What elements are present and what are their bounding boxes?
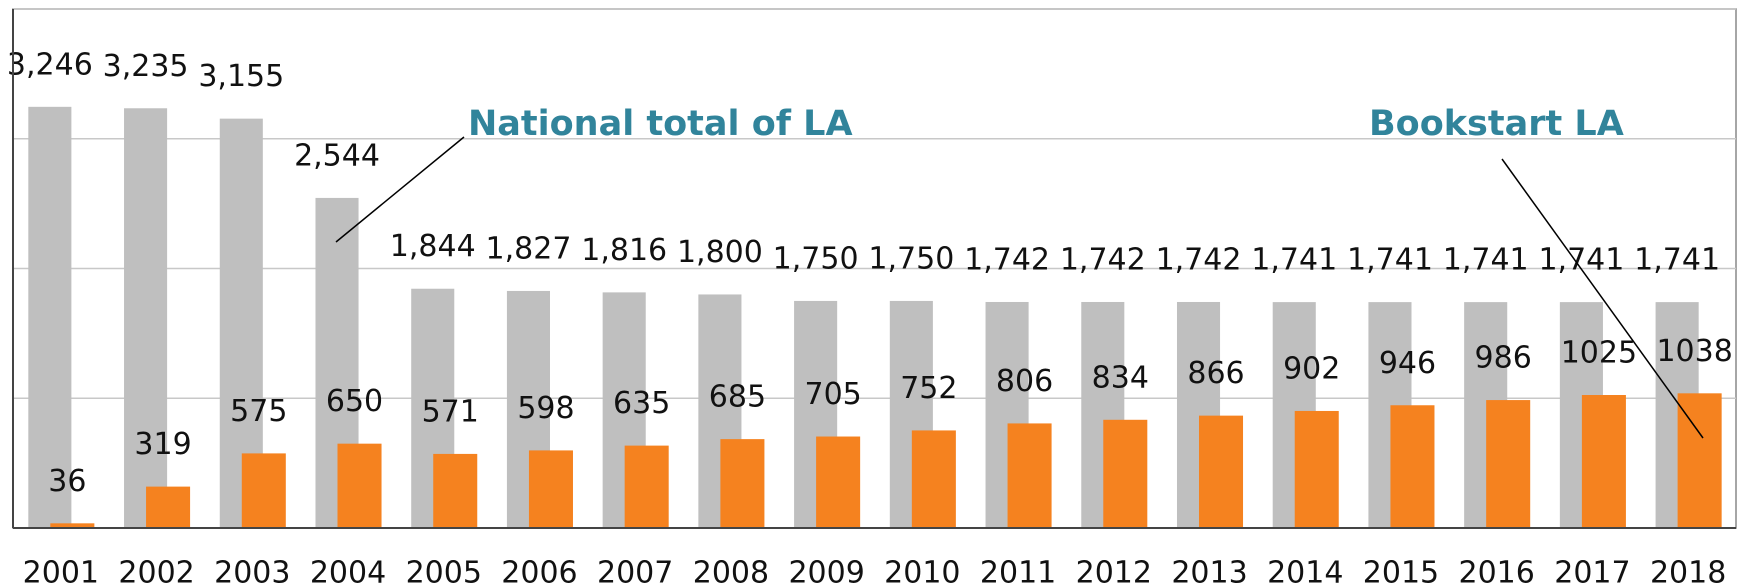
value-label: 319 xyxy=(134,427,191,462)
value-label: 2,544 xyxy=(294,138,380,173)
value-label: 3,155 xyxy=(198,59,284,94)
x-tick-label: 2005 xyxy=(406,556,482,587)
x-tick-label: 2017 xyxy=(1554,556,1630,587)
bar xyxy=(816,436,861,528)
bar xyxy=(1294,410,1339,528)
bar xyxy=(1486,400,1531,528)
value-label: 946 xyxy=(1379,346,1436,381)
value-label: 1,741 xyxy=(1634,243,1720,278)
x-tick-label: 2013 xyxy=(1171,556,1247,587)
x-tick-label: 2014 xyxy=(1267,556,1343,587)
value-label: 650 xyxy=(326,384,383,419)
bar xyxy=(1198,415,1244,528)
bar xyxy=(146,486,191,528)
bar xyxy=(28,106,72,529)
x-tick-label: 2001 xyxy=(23,556,99,587)
bar xyxy=(433,453,478,528)
value-label: 1038 xyxy=(1656,334,1732,369)
bar xyxy=(1390,405,1435,528)
value-label: 986 xyxy=(1475,341,1532,376)
value-label: 1,742 xyxy=(1156,242,1242,277)
value-label: 1,741 xyxy=(1538,243,1624,278)
bar xyxy=(1007,423,1052,528)
value-label: 3,246 xyxy=(7,47,93,82)
bar xyxy=(624,445,669,528)
value-label: 1,750 xyxy=(773,241,859,276)
value-label: 1,750 xyxy=(868,241,954,276)
series-annotation: National total of LA xyxy=(468,104,853,144)
x-tick-label: 2007 xyxy=(597,556,673,587)
leader-line xyxy=(1501,158,1704,439)
x-tick-label: 2003 xyxy=(214,556,290,587)
value-label: 1,827 xyxy=(486,231,572,266)
value-label: 866 xyxy=(1187,356,1244,391)
bar xyxy=(337,443,382,528)
bar xyxy=(1103,419,1148,528)
x-tick-label: 2004 xyxy=(310,556,386,587)
bar xyxy=(720,439,765,528)
value-label: 1,742 xyxy=(1060,242,1146,277)
value-label: 1,844 xyxy=(390,229,476,264)
value-label: 36 xyxy=(48,464,86,499)
value-label: 1,742 xyxy=(964,242,1050,277)
value-label: 705 xyxy=(804,377,861,412)
bar xyxy=(528,450,573,528)
value-label: 3,235 xyxy=(103,49,189,84)
value-label: 635 xyxy=(613,386,670,421)
value-label: 575 xyxy=(230,394,287,429)
x-tick-label: 2008 xyxy=(693,556,769,587)
value-label: 834 xyxy=(1092,360,1149,395)
x-tick-label: 2012 xyxy=(1076,556,1152,587)
value-label: 1,816 xyxy=(581,233,667,268)
value-label: 806 xyxy=(996,364,1053,399)
value-label: 598 xyxy=(517,391,574,426)
bar xyxy=(241,453,286,528)
value-label: 902 xyxy=(1283,351,1340,386)
series-annotation: Bookstart LA xyxy=(1369,104,1624,144)
value-label: 1,800 xyxy=(677,235,763,270)
value-label: 1025 xyxy=(1561,336,1637,371)
x-tick-label: 2002 xyxy=(118,556,194,587)
x-tick-label: 2011 xyxy=(980,556,1056,587)
value-label: 685 xyxy=(709,380,766,415)
bar xyxy=(124,108,168,528)
value-label: 752 xyxy=(900,371,957,406)
bar xyxy=(1581,395,1626,528)
x-tick-label: 2016 xyxy=(1459,556,1535,587)
x-tick-label: 2006 xyxy=(501,556,577,587)
bar xyxy=(50,523,95,528)
value-label: 1,741 xyxy=(1443,243,1529,278)
value-label: 1,741 xyxy=(1347,243,1433,278)
bar xyxy=(911,430,956,528)
bar xyxy=(1677,393,1722,528)
leader-line xyxy=(335,136,465,243)
x-tick-label: 2018 xyxy=(1650,556,1726,587)
value-label: 571 xyxy=(422,394,479,429)
x-tick-label: 2010 xyxy=(884,556,960,587)
x-tick-label: 2015 xyxy=(1363,556,1439,587)
x-tick-label: 2009 xyxy=(788,556,864,587)
value-label: 1,741 xyxy=(1251,243,1337,278)
